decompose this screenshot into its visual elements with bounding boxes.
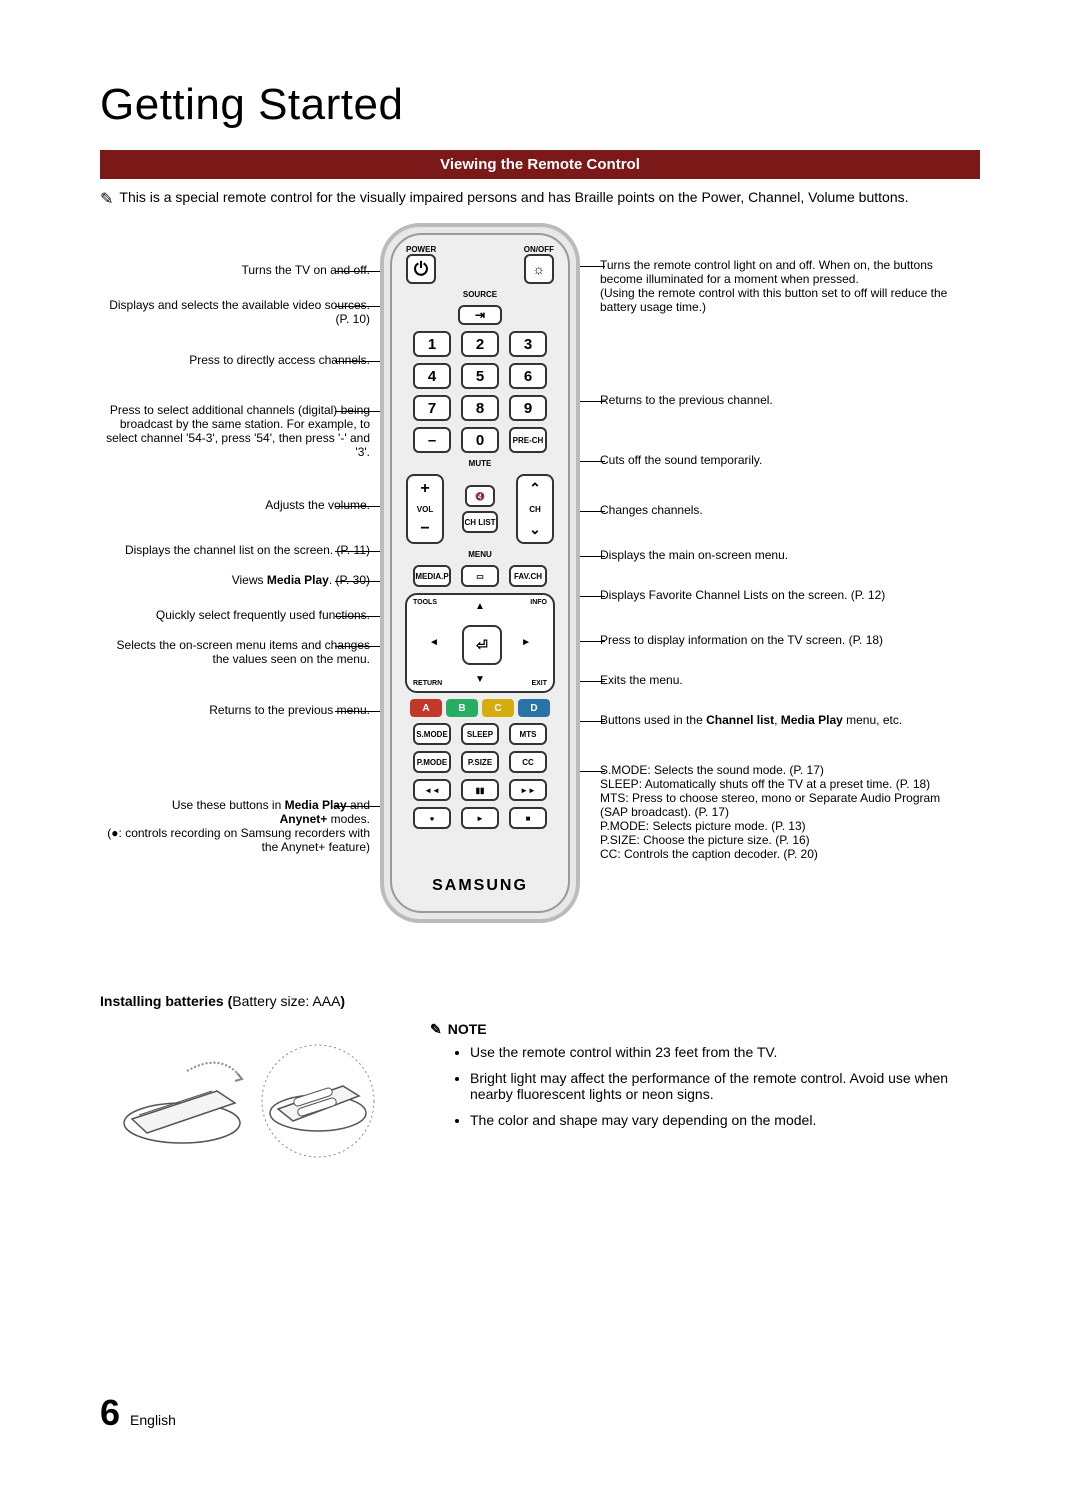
color-buttons: A B C D [410,699,550,717]
brand-logo: SAMSUNG [432,877,528,895]
num-5[interactable]: 5 [461,363,499,389]
down-arrow-icon[interactable]: ▼ [475,674,485,685]
color-a-button[interactable]: A [410,699,442,717]
num-2[interactable]: 2 [461,331,499,357]
label-light: Turns the remote control light on and of… [600,258,970,314]
label-return: Returns to the previous menu. [100,703,370,717]
label-favch: Displays Favorite Channel Lists on the s… [600,588,970,602]
notes-section: ✎ NOTE Use the remote control within 23 … [430,1021,980,1181]
color-d-button[interactable]: D [518,699,550,717]
info-label: INFO [530,599,547,606]
smode-button[interactable]: S.MODE [413,723,451,745]
intro-note: ✎ This is a special remote control for t… [100,189,980,209]
mute-label: MUTE [469,459,492,468]
label-info: Press to display information on the TV s… [600,633,970,647]
stop-button[interactable]: ■ [509,807,547,829]
note-bullet: The color and shape may vary depending o… [470,1112,980,1128]
num-8[interactable]: 8 [461,395,499,421]
chlist-button[interactable]: CH LIST [462,511,498,533]
menu-button[interactable]: ▭ [461,565,499,587]
num-9[interactable]: 9 [509,395,547,421]
return-label: RETURN [413,680,442,687]
hand-icon: ✎ [100,189,113,209]
label-playback: Use these buttons in Media Play and Anyn… [100,798,370,854]
dash-button[interactable]: – [413,427,451,453]
enter-button[interactable]: ⏎ [462,625,502,665]
power-button[interactable]: ⏻ [406,254,436,284]
label-chlist: Displays the channel list on the screen.… [100,543,370,557]
light-button[interactable]: ☼ [524,254,554,284]
up-arrow-icon[interactable]: ▲ [475,601,485,612]
prech-button[interactable]: PRE-CH [509,427,547,453]
section-heading: Viewing the Remote Control [100,150,980,179]
onoff-label: ON/OFF [524,245,554,254]
nav-pad[interactable]: TOOLS INFO RETURN EXIT ▲ ▼ ◄ ► ⏎ [405,593,555,693]
batteries-heading: Installing batteries (Battery size: AAA) [100,993,980,1009]
favch-button[interactable]: FAV.CH [509,565,547,587]
intro-text: This is a special remote control for the… [119,189,908,209]
tools-label: TOOLS [413,599,437,606]
page-title: Getting Started [100,80,980,130]
fastfwd-button[interactable]: ►► [509,779,547,801]
num-1[interactable]: 1 [413,331,451,357]
exit-label: EXIT [531,680,547,687]
battery-step2-icon [253,1041,383,1161]
mts-button[interactable]: MTS [509,723,547,745]
left-arrow-icon[interactable]: ◄ [429,637,439,648]
color-b-button[interactable]: B [446,699,478,717]
remote-diagram: Turns the TV on and off. Displays and se… [100,223,980,963]
label-source: Displays and selects the available video… [100,298,370,326]
channel-rocker[interactable]: ⌃ CH ⌄ [516,474,554,544]
label-colors: Buttons used in the Channel list, Media … [600,713,970,727]
label-prech: Returns to the previous channel. [600,393,970,407]
hand-icon: ✎ [430,1021,442,1038]
battery-diagram [100,1021,400,1181]
right-arrow-icon[interactable]: ► [521,637,531,648]
note-bullet: Bright light may affect the performance … [470,1070,980,1102]
source-label: SOURCE [463,290,497,299]
color-c-button[interactable]: C [482,699,514,717]
mediap-button[interactable]: MEDIA.P [413,565,451,587]
label-modes: S.MODE: Selects the sound mode. (P. 17) … [600,763,970,861]
cc-button[interactable]: CC [509,751,547,773]
mute-button[interactable]: 🔇 [465,485,495,507]
menu-label: MENU [468,550,492,559]
label-tools: Quickly select frequently used functions… [100,608,370,622]
num-0[interactable]: 0 [461,427,499,453]
label-power: Turns the TV on and off. [100,263,370,277]
psize-button[interactable]: P.SIZE [461,751,499,773]
label-nav: Selects the on-screen menu items and cha… [100,638,370,666]
label-ch: Changes channels. [600,503,970,517]
language-label: English [130,1412,176,1428]
record-button[interactable]: ● [413,807,451,829]
volume-rocker[interactable]: + VOL − [406,474,444,544]
label-mediap: Views Media Play. (P. 30) [100,573,370,587]
pause-button[interactable]: ▮▮ [461,779,499,801]
rewind-button[interactable]: ◄◄ [413,779,451,801]
remote-body: POWER ⏻ ON/OFF ☼ SOURCE ⇥ 123 456 789 –0… [380,223,580,923]
source-button[interactable]: ⇥ [458,305,502,325]
note-label: NOTE [448,1021,487,1038]
power-label: POWER [406,245,436,254]
page-number: 6 [100,1392,120,1434]
label-mute: Cuts off the sound temporarily. [600,453,970,467]
label-dash: Press to select additional channels (dig… [100,403,370,459]
play-button[interactable]: ► [461,807,499,829]
label-menu: Displays the main on-screen menu. [600,548,970,562]
page-footer: 6 English [100,1392,176,1434]
label-exit: Exits the menu. [600,673,970,687]
label-numbers: Press to directly access channels. [100,353,370,367]
battery-step1-icon [117,1051,247,1151]
note-bullet: Use the remote control within 23 feet fr… [470,1044,980,1060]
num-3[interactable]: 3 [509,331,547,357]
label-volume: Adjusts the volume. [100,498,370,512]
pmode-button[interactable]: P.MODE [413,751,451,773]
num-7[interactable]: 7 [413,395,451,421]
num-6[interactable]: 6 [509,363,547,389]
num-4[interactable]: 4 [413,363,451,389]
sleep-button[interactable]: SLEEP [461,723,499,745]
